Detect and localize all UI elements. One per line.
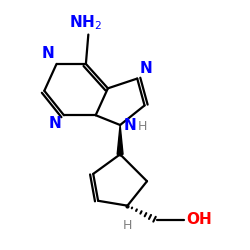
Text: H: H bbox=[123, 219, 132, 232]
Text: N: N bbox=[140, 61, 152, 76]
Text: NH$_2$: NH$_2$ bbox=[70, 14, 102, 32]
Text: N: N bbox=[41, 46, 54, 62]
Text: H: H bbox=[138, 120, 147, 133]
Text: OH: OH bbox=[186, 212, 212, 226]
Text: N: N bbox=[49, 116, 62, 132]
Text: N: N bbox=[124, 118, 136, 132]
Polygon shape bbox=[117, 125, 123, 154]
